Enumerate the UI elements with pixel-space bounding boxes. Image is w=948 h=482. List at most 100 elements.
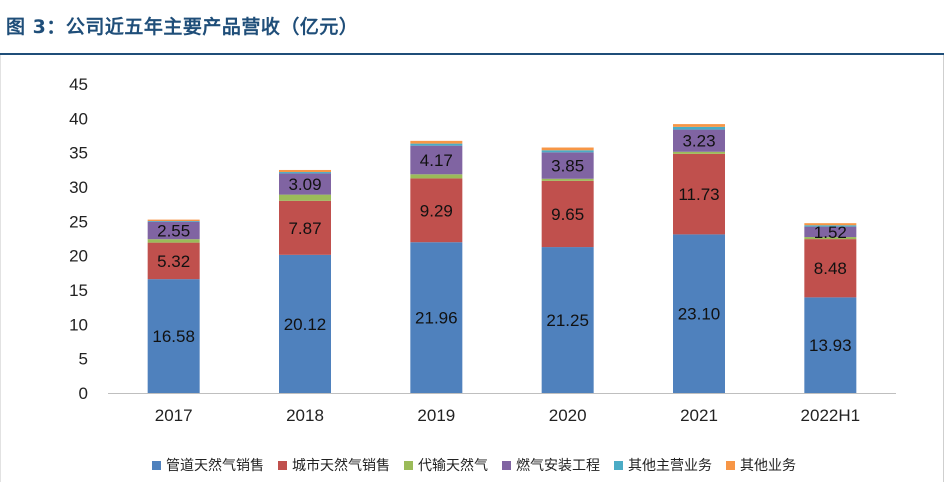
data-label: 4.17 [420,151,453,170]
bar-segment-3 [541,178,594,181]
bar-segment-5 [804,225,857,227]
bar-segment-4 [541,152,594,179]
y-tick-label: 30 [69,178,88,197]
y-tick-label: 5 [79,350,88,369]
legend-item: 其他业务 [726,455,796,475]
x-tick-label: 2021 [680,406,718,425]
bar-segment-1 [279,254,331,393]
bar-segment-2 [804,239,857,298]
bar-segment-4 [673,129,725,152]
x-tick-label: 2020 [549,406,587,425]
legend-label: 管道天然气销售 [166,458,264,474]
bar-stack-2019: 21.96 9.29 4.17 [410,140,463,393]
legend-label: 其他业务 [740,458,796,474]
data-label: 3.85 [551,157,584,176]
bar-segment-6 [147,219,200,221]
legend-swatch [278,460,287,470]
data-label: 13.93 [809,336,852,355]
bar-segment-4 [410,145,463,175]
bar-segment-6 [541,147,594,151]
bar-segment-3 [147,239,200,243]
bar-segment-4 [147,221,200,240]
bar-segment-1 [673,234,725,393]
bar-segment-2 [147,242,200,280]
legend-swatch [502,460,511,470]
legend-swatch [726,460,735,470]
y-tick-label: 15 [69,281,88,300]
bar-segment-6 [673,124,725,127]
x-tick-label: 2018 [286,406,324,425]
data-label: 7.87 [288,219,321,238]
data-label: 5.32 [157,252,190,271]
x-tick-label: 2019 [417,406,455,425]
bar-segment-6 [279,169,331,173]
chart-title: 图 3：公司近五年主要产品营收（亿元） [6,16,359,38]
bar-stack-2022H1: 13.93 8.48 1.52 [804,223,857,393]
bar-segment-5 [541,150,594,153]
data-label: 1.52 [814,223,847,242]
bar-segment-5 [673,126,725,130]
legend-swatch [152,460,161,470]
bar-segment-3 [279,194,331,201]
bar-segment-3 [410,174,463,179]
legend-label: 燃气安装工程 [516,458,600,474]
bar-segment-1 [541,247,594,393]
bar-segment-6 [410,140,463,144]
bar-stack-2018: 20.12 7.87 3.09 [279,169,331,393]
chart-frame [0,55,944,482]
bar-stack-2020: 21.25 9.65 3.85 [541,147,594,393]
y-tick-label: 10 [69,315,88,334]
bar-segment-1 [804,297,857,393]
bar-segment-3 [804,237,857,240]
x-tick-label: 2022H1 [801,406,861,425]
legend-item: 燃气安装工程 [502,455,600,475]
bar-segment-3 [673,151,725,154]
legend-label: 代输天然气 [418,458,488,474]
bars: 16.585.322.5520.127.873.0921.969.294.172… [147,124,857,393]
y-tick-label: 25 [69,212,88,231]
bar-stack-2017: 16.58 5.32 2.55 [147,219,200,393]
data-label: 23.10 [678,305,721,324]
data-label: 16.58 [152,327,195,346]
bar-segment-2 [673,153,725,235]
bar-segment-1 [147,279,200,393]
data-label: 11.73 [678,185,719,204]
legend-item: 城市天然气销售 [278,455,390,475]
bar-stack-2021: 23.10 11.73 3.23 [673,124,725,393]
bar-segment-6 [804,223,857,226]
legend-label: 其他主营业务 [628,458,712,474]
legend-swatch [404,460,413,470]
x-tick-label: 2017 [155,406,193,425]
data-label: 3.09 [288,175,321,194]
legend-label: 城市天然气销售 [292,458,390,474]
bar-segment-2 [541,180,594,248]
bar-segment-2 [410,178,463,243]
bar-segment-5 [147,220,200,222]
data-label: 21.25 [546,311,589,330]
x-axis: 2017 2018 2019 2020 2021 2022H1 [108,393,896,425]
title-divider [0,53,944,55]
legend-item: 代输天然气 [404,455,488,475]
data-label: 20.12 [284,315,327,334]
y-tick-label: 20 [69,247,88,266]
legend-swatch [614,460,623,470]
y-tick-label: 35 [69,144,88,163]
data-label: 9.29 [420,201,453,220]
bar-segment-5 [279,172,331,174]
y-tick-label: 45 [69,75,88,94]
bar-segment-1 [410,242,463,393]
data-label: 8.48 [814,259,847,278]
legend-item: 其他主营业务 [614,455,712,475]
legend-item: 管道天然气销售 [152,455,264,475]
bar-segment-4 [279,173,331,195]
bar-segment-2 [279,200,331,255]
y-tick-label: 0 [79,384,88,403]
data-label: 2.55 [157,221,190,240]
data-label: 3.23 [682,132,715,151]
y-tick-label: 40 [69,109,88,128]
data-label: 9.65 [551,205,584,224]
data-label: 21.96 [415,309,458,328]
legend: 管道天然气销售 城市天然气销售 代输天然气 燃气安装工程 其他主营业务 其他业务 [0,455,948,475]
bar-segment-4 [804,226,857,238]
